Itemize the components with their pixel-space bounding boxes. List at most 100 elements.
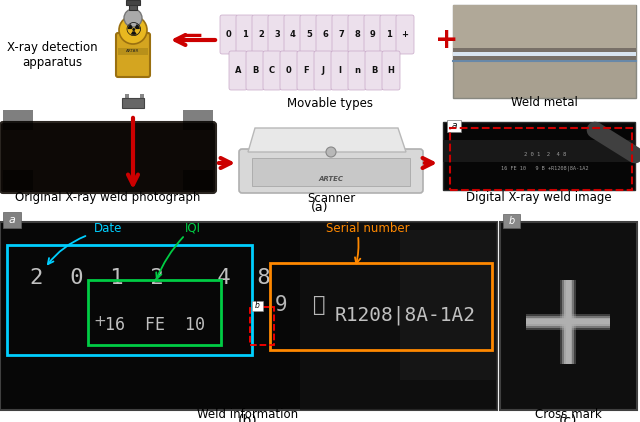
FancyBboxPatch shape (364, 15, 382, 54)
FancyBboxPatch shape (382, 51, 400, 90)
Bar (129, 0, 137, 10)
FancyBboxPatch shape (332, 15, 350, 54)
Text: (b): (b) (238, 413, 258, 422)
Bar (3, 110, 33, 130)
Text: n: n (354, 66, 360, 75)
Circle shape (124, 9, 142, 27)
Text: R1208|8A-1A2: R1208|8A-1A2 (335, 305, 476, 325)
Bar (125, 94, 129, 108)
Text: (a): (a) (311, 201, 329, 214)
FancyBboxPatch shape (365, 51, 383, 90)
FancyBboxPatch shape (0, 122, 216, 193)
Bar (450, 128, 632, 190)
Text: 9  日: 9 日 (275, 295, 325, 315)
Text: 9: 9 (370, 30, 376, 39)
Text: +: + (435, 26, 459, 54)
Circle shape (326, 147, 336, 157)
Text: J: J (321, 66, 324, 75)
Text: +: + (401, 30, 408, 39)
Bar (447, 120, 461, 132)
Bar (560, 280, 576, 364)
Bar (3, 212, 21, 228)
Bar (526, 316, 610, 328)
Bar (400, 230, 497, 380)
FancyBboxPatch shape (297, 51, 315, 90)
FancyBboxPatch shape (239, 149, 423, 193)
Bar (122, 98, 144, 108)
Bar (88, 280, 221, 345)
FancyBboxPatch shape (246, 51, 264, 90)
Bar (183, 170, 213, 190)
Text: 2  0  1  2    4  8: 2 0 1 2 4 8 (29, 268, 270, 288)
Bar (7, 245, 252, 355)
Bar (562, 280, 574, 364)
FancyBboxPatch shape (331, 51, 349, 90)
Text: 1: 1 (242, 30, 248, 39)
Text: Serial number: Serial number (326, 222, 410, 235)
Text: a: a (451, 122, 457, 130)
Text: 8: 8 (354, 30, 360, 39)
Text: (c): (c) (559, 413, 577, 422)
FancyBboxPatch shape (263, 51, 281, 90)
FancyBboxPatch shape (348, 51, 366, 90)
Text: 16 FE 10   9 B +R1208|8A-1A2: 16 FE 10 9 B +R1208|8A-1A2 (501, 165, 589, 171)
FancyBboxPatch shape (229, 51, 247, 90)
Text: Cross mark: Cross mark (534, 408, 602, 422)
FancyBboxPatch shape (396, 15, 414, 54)
Bar (118, 48, 148, 55)
Text: F: F (303, 66, 309, 75)
Bar (3, 170, 33, 190)
Text: Movable types: Movable types (287, 97, 373, 109)
Bar (126, 0, 140, 5)
Bar (453, 48, 636, 60)
Bar (566, 280, 571, 364)
Bar (500, 222, 637, 410)
Text: 2: 2 (258, 30, 264, 39)
Text: B: B (371, 66, 377, 75)
FancyBboxPatch shape (314, 51, 332, 90)
FancyBboxPatch shape (236, 15, 254, 54)
FancyBboxPatch shape (316, 15, 334, 54)
Bar (252, 158, 410, 186)
Text: 6: 6 (322, 30, 328, 39)
Bar (300, 222, 497, 410)
Bar (564, 280, 572, 364)
Bar (526, 318, 610, 326)
Text: B: B (252, 66, 258, 75)
Text: b: b (508, 216, 515, 226)
FancyBboxPatch shape (280, 51, 298, 90)
Bar (252, 301, 263, 311)
Bar (453, 52, 636, 56)
Text: 7: 7 (338, 30, 344, 39)
Text: C: C (269, 66, 275, 75)
FancyBboxPatch shape (116, 33, 150, 77)
Bar (270, 263, 492, 350)
Text: 2 0 1  2  4 8: 2 0 1 2 4 8 (524, 152, 566, 157)
Text: IQI: IQI (185, 222, 201, 235)
Text: −: − (181, 22, 205, 50)
Text: H: H (388, 66, 394, 75)
Bar (453, 5, 636, 98)
Bar (453, 5, 636, 52)
Bar (183, 110, 213, 130)
Text: A: A (235, 66, 241, 75)
Bar (503, 214, 520, 228)
Text: +: + (93, 314, 106, 330)
Text: ARTAR: ARTAR (126, 49, 140, 53)
Bar (250, 307, 274, 345)
Text: I: I (339, 66, 342, 75)
Text: ARTEC: ARTEC (319, 176, 344, 182)
FancyBboxPatch shape (252, 15, 270, 54)
Text: a: a (8, 215, 15, 225)
Polygon shape (248, 128, 406, 152)
Text: 5: 5 (306, 30, 312, 39)
Text: Date: Date (94, 222, 122, 235)
Bar (140, 94, 144, 108)
Text: 16  FE  10: 16 FE 10 (105, 316, 205, 334)
FancyBboxPatch shape (348, 15, 366, 54)
Text: 0: 0 (286, 66, 292, 75)
FancyBboxPatch shape (268, 15, 286, 54)
FancyBboxPatch shape (284, 15, 302, 54)
Text: X-ray detection
apparatus: X-ray detection apparatus (6, 41, 97, 69)
Bar (526, 314, 610, 330)
